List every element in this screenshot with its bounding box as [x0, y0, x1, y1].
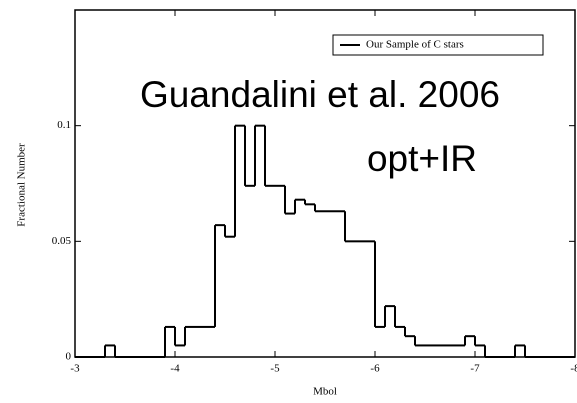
annotation: opt+IR [367, 138, 477, 179]
plot-frame [74, 9, 576, 358]
x-tick-label: -4 [170, 363, 180, 375]
y-tick-label: 0.05 [52, 235, 72, 247]
y-tick-label: 0 [66, 351, 72, 363]
y-axis-label: Fractional Number [16, 143, 28, 227]
x-axis-label: Mbol [313, 386, 337, 398]
annotation: Guandalini et al. 2006 [140, 74, 500, 115]
x-tick-label: -8 [570, 363, 577, 375]
x-tick-label: -5 [270, 363, 280, 375]
x-tick-label: -3 [70, 363, 80, 375]
x-tick-label: -6 [370, 363, 380, 375]
legend-label: Our Sample of C stars [366, 39, 464, 51]
x-tick-label: -7 [470, 363, 480, 375]
y-tick-label: 0.1 [57, 119, 71, 131]
legend-box [332, 34, 544, 56]
